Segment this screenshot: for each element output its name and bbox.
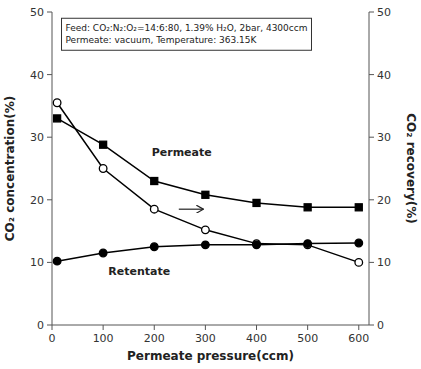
- data-point: [151, 178, 158, 185]
- y2-tick-label: 10: [377, 256, 391, 269]
- y-tick-label: 20: [30, 194, 44, 207]
- y2-tick-label: 50: [377, 6, 391, 19]
- y-tick-label: 40: [30, 69, 44, 82]
- data-point: [304, 240, 312, 248]
- data-point: [53, 99, 61, 107]
- y2-tick: [369, 262, 374, 263]
- series-line: [57, 118, 359, 207]
- y-tick: [47, 137, 52, 138]
- y2-tick-label: 0: [377, 319, 384, 332]
- data-point: [150, 205, 158, 213]
- x-tick: [358, 325, 359, 330]
- x-tick: [154, 325, 155, 330]
- chart: 0100200300400500600010203040500102030405…: [0, 0, 421, 369]
- title-box-frame: [62, 18, 312, 50]
- title-box: Feed: CO₂:N₂:O₂=14:6:80, 1.39% H₂O, 2bar…: [62, 18, 312, 50]
- axes: 0100200300400500600010203040500102030405…: [30, 6, 391, 345]
- annotation: Permeate: [152, 146, 212, 159]
- data-point: [355, 204, 362, 211]
- y2-tick-label: 20: [377, 194, 391, 207]
- y-tick: [47, 74, 52, 75]
- x-tick-label: 0: [49, 332, 56, 345]
- x-tick-label: 300: [195, 332, 216, 345]
- data-point: [54, 115, 61, 122]
- y-tick: [47, 325, 52, 326]
- data-point: [253, 199, 260, 206]
- x-tick-label: 500: [297, 332, 318, 345]
- data-point: [202, 226, 210, 234]
- y2-tick: [369, 12, 374, 13]
- y2-axis-line: [369, 12, 370, 325]
- x-tick: [52, 325, 53, 330]
- y-tick-label: 10: [30, 256, 44, 269]
- y2-tick-label: 40: [377, 69, 391, 82]
- y-tick: [47, 262, 52, 263]
- title: Feed: CO₂:N₂:O₂=14:6:80, 1.39% H₂O, 2bar…: [66, 23, 308, 33]
- y2-tick: [369, 199, 374, 200]
- y-axis-line: [52, 12, 53, 325]
- x-tick-label: 600: [348, 332, 369, 345]
- data-point: [150, 243, 158, 251]
- y2-tick: [369, 74, 374, 75]
- y-tick-label: 0: [37, 319, 44, 332]
- x-axis-label: Permeate pressure(ccm): [127, 349, 294, 363]
- data-point: [253, 241, 261, 249]
- data-point: [99, 165, 107, 173]
- annotation: Retentate: [108, 265, 170, 278]
- data-point: [202, 191, 209, 198]
- y-tick: [47, 12, 52, 13]
- x-axis-line: [52, 325, 369, 326]
- x-tick: [103, 325, 104, 330]
- y2-axis-label: CO₂ recovery(%): [404, 113, 418, 224]
- series-group: [53, 99, 362, 266]
- y2-tick: [369, 137, 374, 138]
- y-tick: [47, 199, 52, 200]
- x-tick: [256, 325, 257, 330]
- data-point: [99, 249, 107, 257]
- data-point: [202, 241, 210, 249]
- data-point: [100, 141, 107, 148]
- x-tick-label: 400: [246, 332, 267, 345]
- arrow: [179, 209, 204, 210]
- x-tick: [205, 325, 206, 330]
- y-tick-label: 30: [30, 131, 44, 144]
- y2-tick-label: 30: [377, 131, 391, 144]
- data-point: [355, 259, 363, 267]
- x-tick-label: 200: [144, 332, 165, 345]
- data-point: [304, 204, 311, 211]
- subtitle: Permeate: vacuum, Temperature: 363.15K: [66, 35, 258, 45]
- series-line: [57, 103, 359, 263]
- y-tick-label: 50: [30, 6, 44, 19]
- y2-tick: [369, 325, 374, 326]
- data-point: [53, 257, 61, 265]
- data-point: [355, 239, 363, 247]
- y-axis-label: CO₂ concentration(%): [3, 96, 17, 242]
- x-tick-label: 100: [93, 332, 114, 345]
- x-tick: [307, 325, 308, 330]
